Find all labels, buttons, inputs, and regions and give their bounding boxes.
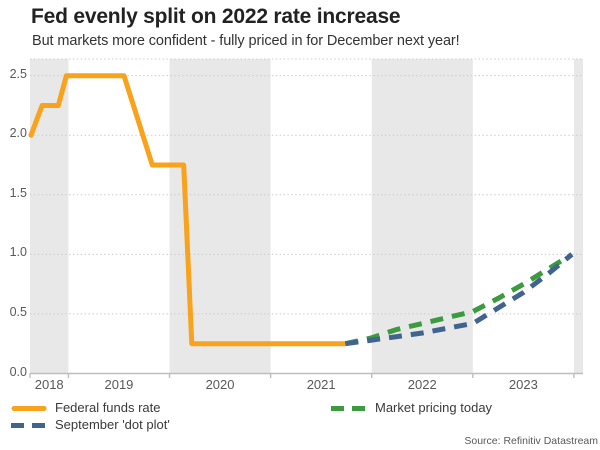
x-tick-label: 2023 [508,377,538,392]
legend-label-market-pricing-today: Market pricing today [375,400,493,415]
x-tick-label: 2019 [104,377,134,392]
chart-title: Fed evenly split on 2022 rate increase [31,5,401,28]
legend-label-september-dot-plot: September 'dot plot' [55,417,170,432]
legend-item-federal-funds-rate: Federal funds rate [11,400,161,416]
series-line-0 [28,73,348,347]
x-tick-label: 2020 [205,377,235,392]
y-tick-label: 2.0 [9,126,27,141]
legend-item-september-dot-plot: September 'dot plot' [11,417,170,433]
year-shading-band [30,59,69,374]
chart-subtitle: But markets more confident - fully price… [32,33,460,49]
series-line-1 [344,252,574,347]
x-tick-label: 2022 [407,377,437,392]
x-tick-label: 2021 [306,377,336,392]
y-tick-label: 2.5 [9,66,27,81]
y-tick-label: 0.5 [9,304,27,319]
legend-item-market-pricing-today: Market pricing today [331,400,492,416]
series-line-2 [345,252,574,347]
y-tick-label: 1.5 [9,185,27,200]
market-pricing-today-line-swatch [331,405,367,411]
legend-label-federal-funds-rate: Federal funds rate [55,400,161,415]
september-dot-plot-line-swatch [11,422,47,428]
year-shading-band [371,59,473,374]
year-shading-band [573,59,583,374]
federal-funds-rate-line-swatch [11,405,47,411]
y-tick-label: 1.0 [9,245,27,260]
y-tick-label: 0.0 [9,364,27,379]
source-attribution: Source: Refinitiv Datastream [464,435,598,447]
x-tick-label: 2018 [34,377,64,392]
